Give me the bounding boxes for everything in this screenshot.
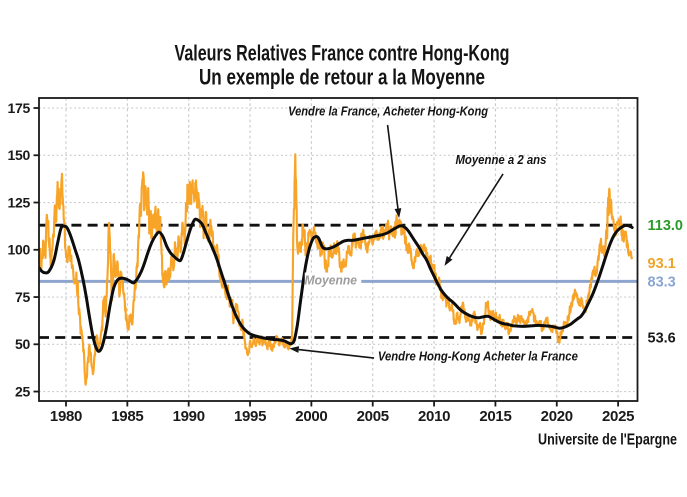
y-tick-label: 125	[8, 194, 31, 210]
level-label-83-3: 83.3	[648, 274, 676, 290]
x-tick-label: 2010	[418, 408, 450, 425]
plot-frame-and-ticks: 25 50 75 100 125 150 175 1980 1985 1990 1995 2000 20…	[8, 97, 639, 425]
annotation-arrow-line	[298, 348, 375, 359]
chart-title: Valeurs Relatives France contre Hong-Kon…	[175, 41, 510, 66]
y-tick-label: 150	[8, 147, 31, 163]
mean-inline-label: Moyenne	[305, 274, 358, 288]
annotation-arrowhead	[444, 256, 453, 266]
annotation-arrow-line	[448, 173, 504, 259]
x-tick-label: 2020	[541, 408, 573, 425]
level-label-93-1: 93.1	[648, 256, 676, 272]
x-tick-label: 2000	[295, 408, 327, 425]
y-tick-label: 50	[15, 336, 30, 352]
x-tick-label: 2005	[357, 408, 389, 425]
y-tick-label: 75	[15, 289, 30, 305]
y-tick-label: 100	[8, 242, 31, 258]
annotation-arrowhead	[289, 346, 300, 353]
x-tick-label: 2015	[479, 408, 511, 425]
data-series	[39, 153, 634, 386]
annotation-arrowhead	[394, 208, 402, 219]
mean-label-box	[304, 272, 362, 291]
level-label-53-6: 53.6	[648, 330, 676, 346]
x-tick-label: 1995	[234, 408, 266, 425]
x-tick-label: 1990	[173, 408, 205, 425]
annotation-vendre-hong-kong: Vendre Hong-Kong Acheter la France	[378, 350, 578, 364]
level-label-113-0: 113.0	[648, 218, 684, 234]
annotation-vendre-france: Vendre la France, Acheter Hong-Kong	[288, 105, 488, 119]
annotation-moyenne-2-ans: Moyenne a 2 ans	[455, 153, 546, 167]
annotations: 113.0 93.1 83.3 53.6 Moyenne Vendre la France…	[288, 105, 683, 364]
chart-subtitle: Un exemple de retour a la Moyenne	[199, 64, 485, 89]
x-tick-label: 1980	[50, 408, 82, 425]
black-average-line	[39, 217, 634, 353]
orange-series-line	[39, 153, 634, 386]
annotation-arrow-line	[386, 124, 399, 209]
x-tick-label: 1985	[111, 408, 143, 425]
y-tick-label: 25	[15, 383, 30, 399]
chart-text: Valeurs Relatives France contre Hong-Kon…	[175, 41, 678, 449]
source-credit: Universite de l'Epargne	[538, 432, 677, 449]
x-tick-label: 2025	[602, 408, 634, 425]
y-tick-label: 175	[8, 100, 31, 116]
